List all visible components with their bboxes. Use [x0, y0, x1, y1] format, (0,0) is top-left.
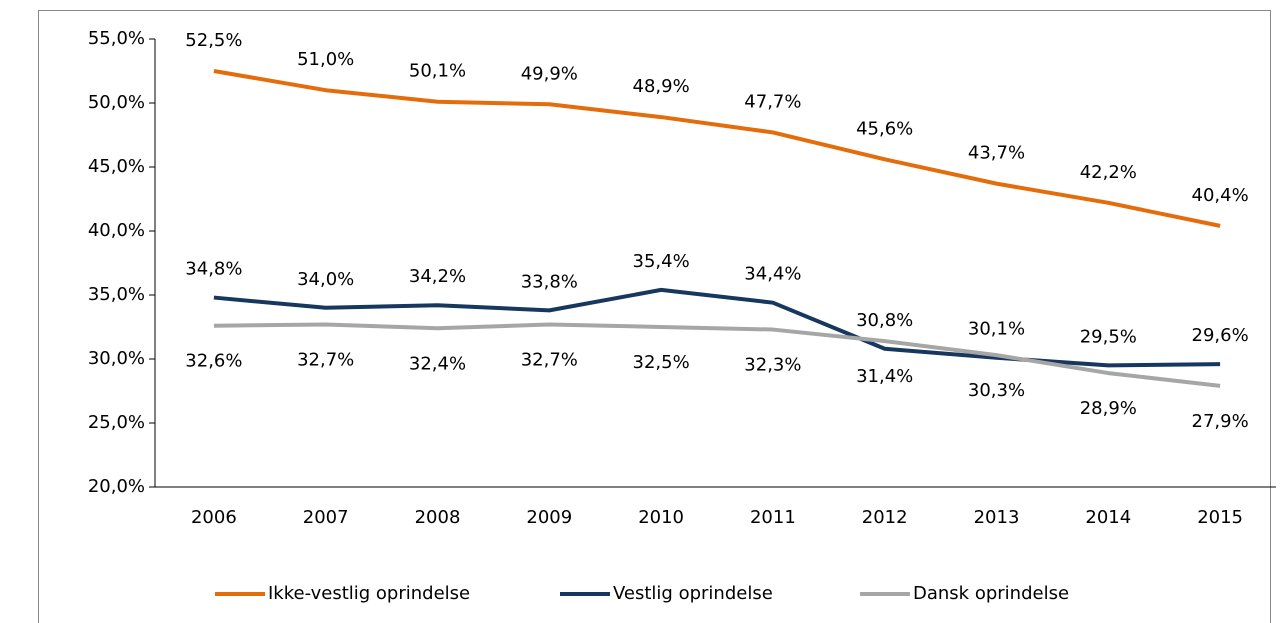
data-label: 40,4%	[1192, 185, 1249, 206]
x-tick-label: 2007	[303, 507, 349, 528]
x-tick-label: 2014	[1085, 507, 1131, 528]
data-label: 49,9%	[521, 63, 578, 84]
y-tick-label: 55,0%	[88, 28, 145, 49]
legend-label: Ikke-vestlig oprindelse	[268, 583, 470, 604]
data-label: 34,4%	[744, 264, 801, 285]
data-label: 28,9%	[1080, 398, 1137, 419]
data-label: 47,7%	[744, 91, 801, 112]
data-label: 32,6%	[185, 351, 242, 372]
data-label: 30,8%	[856, 310, 913, 331]
data-label: 50,1%	[409, 61, 466, 82]
data-label: 42,2%	[1080, 162, 1137, 183]
chart-frame	[38, 10, 1271, 623]
x-tick-label: 2009	[526, 507, 572, 528]
series-line	[213, 69, 1221, 228]
data-label: 32,7%	[297, 349, 354, 370]
data-label: 45,6%	[856, 118, 913, 139]
data-label: 34,0%	[297, 269, 354, 290]
data-label: 43,7%	[968, 143, 1025, 164]
x-tick-label: 2008	[415, 507, 461, 528]
legend-label: Dansk oprindelse	[913, 583, 1069, 604]
data-label: 30,1%	[968, 319, 1025, 340]
x-tick-label: 2011	[750, 507, 796, 528]
data-label: 52,5%	[185, 30, 242, 51]
y-tick-label: 45,0%	[88, 156, 145, 177]
data-label: 34,2%	[409, 266, 466, 287]
y-tick-label: 35,0%	[88, 284, 145, 305]
data-label: 31,4%	[856, 366, 913, 387]
data-label: 32,3%	[744, 355, 801, 376]
data-label: 35,4%	[633, 251, 690, 272]
data-label: 29,6%	[1192, 325, 1249, 346]
data-label: 32,4%	[409, 353, 466, 374]
x-tick-label: 2013	[974, 507, 1020, 528]
data-label: 51,0%	[297, 49, 354, 70]
y-tick-label: 20,0%	[88, 476, 145, 497]
series-line	[213, 322, 1221, 388]
x-tick-label: 2015	[1197, 507, 1243, 528]
y-tick-label: 25,0%	[88, 412, 145, 433]
data-label: 32,7%	[521, 349, 578, 370]
data-label: 29,5%	[1080, 326, 1137, 347]
data-label: 27,9%	[1192, 411, 1249, 432]
x-tick-label: 2012	[862, 507, 908, 528]
data-label: 48,9%	[633, 76, 690, 97]
series-line	[213, 287, 1221, 368]
data-label: 32,5%	[633, 352, 690, 373]
x-tick-label: 2010	[638, 507, 684, 528]
y-tick-label: 50,0%	[88, 92, 145, 113]
x-tick-label: 2006	[191, 507, 237, 528]
data-label: 34,8%	[185, 259, 242, 280]
y-tick-label: 40,0%	[88, 220, 145, 241]
y-tick-label: 30,0%	[88, 348, 145, 369]
data-label: 30,3%	[968, 380, 1025, 401]
legend-label: Vestlig oprindelse	[613, 583, 773, 604]
data-label: 33,8%	[521, 271, 578, 292]
